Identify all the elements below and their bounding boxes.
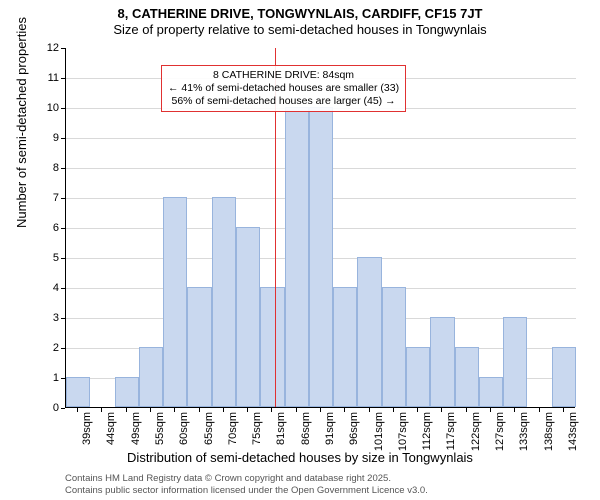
x-tick-label: 112sqm bbox=[421, 412, 433, 450]
x-tick-label: 91sqm bbox=[324, 412, 336, 445]
x-tick-label: 81sqm bbox=[275, 412, 287, 445]
histogram-bar bbox=[212, 197, 236, 407]
y-tick-label: 1 bbox=[29, 372, 59, 384]
x-tick-mark bbox=[174, 408, 175, 412]
x-tick-mark bbox=[320, 408, 321, 412]
x-tick-label: 55sqm bbox=[154, 412, 166, 445]
x-tick-mark bbox=[563, 408, 564, 412]
annotation-line-3: 56% of semi-detached houses are larger (… bbox=[168, 95, 399, 108]
histogram-bar bbox=[357, 257, 381, 407]
y-tick-label: 12 bbox=[29, 42, 59, 54]
plot-area: 8 CATHERINE DRIVE: 84sqm ← 41% of semi-d… bbox=[65, 48, 575, 408]
histogram-bar bbox=[503, 317, 527, 407]
x-tick-label: 75sqm bbox=[251, 412, 263, 445]
x-tick-label: 65sqm bbox=[203, 412, 215, 445]
footer-line-2: Contains public sector information licen… bbox=[65, 485, 428, 496]
x-tick-label: 117sqm bbox=[445, 412, 457, 450]
x-tick-mark bbox=[223, 408, 224, 412]
x-tick-label: 101sqm bbox=[373, 412, 385, 451]
x-tick-label: 39sqm bbox=[81, 412, 93, 445]
y-tick-label: 6 bbox=[29, 222, 59, 234]
x-tick-mark bbox=[344, 408, 345, 412]
annotation-box: 8 CATHERINE DRIVE: 84sqm ← 41% of semi-d… bbox=[161, 65, 406, 112]
chart-container: 8, CATHERINE DRIVE, TONGWYNLAIS, CARDIFF… bbox=[0, 0, 600, 500]
y-tick-label: 3 bbox=[29, 312, 59, 324]
y-tick-label: 4 bbox=[29, 282, 59, 294]
x-tick-label: 70sqm bbox=[227, 412, 239, 445]
histogram-bar bbox=[479, 377, 503, 407]
x-tick-mark bbox=[369, 408, 370, 412]
histogram-bar bbox=[187, 287, 211, 407]
x-tick-mark bbox=[126, 408, 127, 412]
chart-area: 0123456789101112 8 CATHERINE DRIVE: 84sq… bbox=[65, 48, 575, 408]
histogram-bar bbox=[309, 107, 333, 407]
y-tick-label: 5 bbox=[29, 252, 59, 264]
y-tick-label: 9 bbox=[29, 132, 59, 144]
x-tick-mark bbox=[441, 408, 442, 412]
x-tick-label: 49sqm bbox=[130, 412, 142, 445]
x-tick-mark bbox=[101, 408, 102, 412]
x-tick-mark bbox=[150, 408, 151, 412]
chart-title-sub: Size of property relative to semi-detach… bbox=[0, 22, 600, 38]
x-tick-label: 44sqm bbox=[105, 412, 117, 445]
histogram-bar bbox=[66, 377, 90, 407]
x-tick-label: 133sqm bbox=[518, 412, 530, 451]
histogram-bar bbox=[552, 347, 576, 407]
x-tick-mark bbox=[490, 408, 491, 412]
y-tick-label: 7 bbox=[29, 192, 59, 204]
y-axis-label: Number of semi-detached properties bbox=[14, 17, 29, 228]
histogram-bar bbox=[382, 287, 406, 407]
x-tick-mark bbox=[199, 408, 200, 412]
histogram-bar bbox=[406, 347, 430, 407]
x-tick-label: 127sqm bbox=[494, 412, 506, 451]
x-tick-mark bbox=[466, 408, 467, 412]
y-tick-mark bbox=[61, 408, 65, 409]
y-tick-label: 2 bbox=[29, 342, 59, 354]
x-tick-label: 96sqm bbox=[348, 412, 360, 445]
x-tick-label: 143sqm bbox=[567, 412, 579, 451]
histogram-bar bbox=[163, 197, 187, 407]
x-tick-mark bbox=[77, 408, 78, 412]
annotation-line-2: ← 41% of semi-detached houses are smalle… bbox=[168, 82, 399, 95]
histogram-bar bbox=[430, 317, 454, 407]
chart-title-main: 8, CATHERINE DRIVE, TONGWYNLAIS, CARDIFF… bbox=[0, 6, 600, 22]
histogram-bar bbox=[455, 347, 479, 407]
title-block: 8, CATHERINE DRIVE, TONGWYNLAIS, CARDIFF… bbox=[0, 0, 600, 39]
x-tick-mark bbox=[247, 408, 248, 412]
histogram-bar bbox=[285, 107, 309, 407]
y-tick-label: 11 bbox=[29, 72, 59, 84]
y-tick-label: 10 bbox=[29, 102, 59, 114]
x-tick-label: 138sqm bbox=[543, 412, 555, 451]
histogram-bar bbox=[236, 227, 260, 407]
y-tick-label: 8 bbox=[29, 162, 59, 174]
histogram-bar bbox=[333, 287, 357, 407]
x-axis-label: Distribution of semi-detached houses by … bbox=[0, 450, 600, 465]
x-tick-mark bbox=[539, 408, 540, 412]
y-tick-label: 0 bbox=[29, 402, 59, 414]
x-tick-mark bbox=[271, 408, 272, 412]
footer-line-1: Contains HM Land Registry data © Crown c… bbox=[65, 473, 428, 484]
x-tick-label: 122sqm bbox=[470, 412, 482, 451]
annotation-line-1: 8 CATHERINE DRIVE: 84sqm bbox=[168, 69, 399, 82]
footer-attribution: Contains HM Land Registry data © Crown c… bbox=[65, 473, 428, 496]
x-tick-mark bbox=[417, 408, 418, 412]
x-tick-label: 86sqm bbox=[300, 412, 312, 445]
histogram-bar bbox=[139, 347, 163, 407]
histogram-bar bbox=[115, 377, 139, 407]
x-tick-mark bbox=[514, 408, 515, 412]
x-tick-mark bbox=[393, 408, 394, 412]
x-tick-label: 60sqm bbox=[178, 412, 190, 445]
histogram-bar bbox=[260, 287, 284, 407]
x-tick-mark bbox=[296, 408, 297, 412]
x-tick-label: 107sqm bbox=[397, 412, 409, 451]
